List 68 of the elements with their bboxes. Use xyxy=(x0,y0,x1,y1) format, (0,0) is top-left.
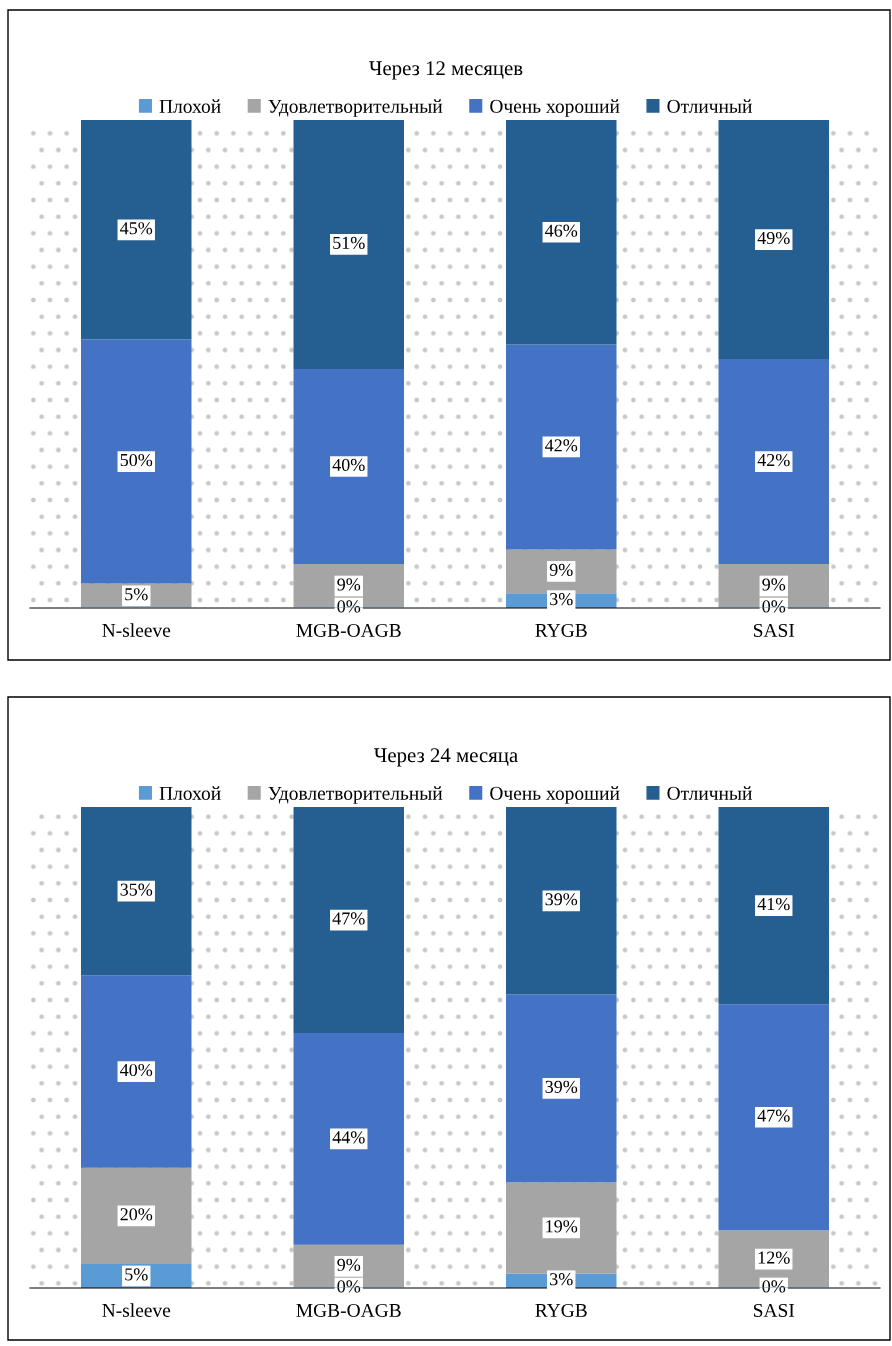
legend-label: Очень хороший xyxy=(490,99,620,117)
data-label: 47% xyxy=(332,912,365,925)
data-label: 12% xyxy=(758,1251,790,1264)
legend-label: Очень хороший xyxy=(490,786,620,804)
legend-label: Плохой xyxy=(159,99,221,113)
bar xyxy=(718,1004,829,1231)
bar xyxy=(718,807,829,1005)
bar xyxy=(506,549,617,594)
data-label: 47% xyxy=(757,1109,790,1122)
data-label: 0% xyxy=(337,600,361,613)
data-label: 45% xyxy=(120,222,153,235)
data-label: 46% xyxy=(545,224,578,237)
x-tick-label: N-sleeve xyxy=(102,1303,171,1317)
data-label: 5% xyxy=(125,588,148,601)
data-label: 20% xyxy=(120,1208,153,1221)
legend-label: Отличный xyxy=(667,786,752,800)
data-label: 19% xyxy=(546,1220,578,1233)
legend-label: Удовлетворительный xyxy=(268,786,443,804)
x-tick-label: MGB-OAGB xyxy=(296,623,401,637)
bar xyxy=(718,359,829,565)
data-label: 9% xyxy=(337,1258,361,1271)
x-tick-label: N-sleeve xyxy=(102,623,171,637)
bar xyxy=(506,807,617,995)
data-label: 3% xyxy=(550,1273,573,1286)
bar xyxy=(293,807,404,1034)
bar xyxy=(293,1033,404,1245)
data-label: 49% xyxy=(757,231,790,245)
x-tick-label: RYGB xyxy=(535,1303,587,1317)
legend-label: Удовлетворительный xyxy=(268,99,443,117)
data-label: 42% xyxy=(545,439,578,452)
chart-title: Через 12 месяцев xyxy=(369,61,523,80)
data-label: 0% xyxy=(337,1280,361,1293)
data-label: 51% xyxy=(333,236,365,250)
data-label: 35% xyxy=(120,883,153,896)
data-label: 0% xyxy=(762,600,786,613)
bar xyxy=(718,120,829,360)
bar xyxy=(81,339,192,584)
data-label: 40% xyxy=(120,1063,153,1077)
bar xyxy=(293,120,404,369)
legend-label: Плохой xyxy=(159,786,221,800)
data-label: 9% xyxy=(337,578,361,591)
bar xyxy=(506,1182,617,1274)
data-label: 39% xyxy=(545,893,578,906)
bar xyxy=(81,120,192,340)
data-label: 3% xyxy=(550,593,573,606)
x-tick-label: SASI xyxy=(753,1303,795,1317)
bar xyxy=(293,368,404,565)
legend-label: Отличный xyxy=(667,99,752,113)
data-label: 5% xyxy=(125,1268,148,1281)
bar xyxy=(506,120,617,345)
bar xyxy=(81,1167,192,1264)
data-label: 9% xyxy=(762,578,786,591)
data-label: 44% xyxy=(332,1131,365,1144)
data-label: 50% xyxy=(120,453,153,467)
x-tick-label: MGB-OAGB xyxy=(296,1303,401,1317)
x-tick-label: RYGB xyxy=(535,623,587,637)
x-tick-label: SASI xyxy=(753,623,795,637)
data-label: 40% xyxy=(332,458,365,472)
data-label: 0% xyxy=(762,1280,786,1293)
bar xyxy=(506,994,617,1183)
bar xyxy=(81,807,192,976)
data-label: 39% xyxy=(545,1080,578,1093)
data-label: 42% xyxy=(757,453,790,467)
bar xyxy=(506,344,617,550)
bar xyxy=(81,975,192,1168)
data-label: 9% xyxy=(549,563,573,576)
chart-title: Через 24 месяца xyxy=(374,748,518,767)
data-label: 41% xyxy=(757,897,790,911)
